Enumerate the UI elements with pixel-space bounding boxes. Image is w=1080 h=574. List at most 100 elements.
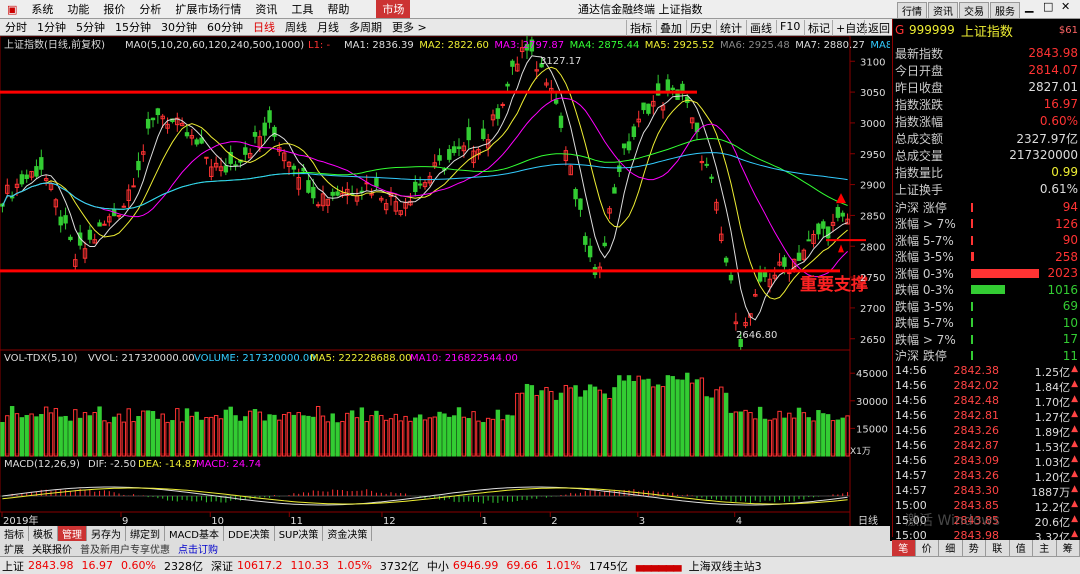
- tab-indicator[interactable]: 指标: [0, 526, 29, 541]
- tab-manage[interactable]: 管理: [58, 526, 87, 541]
- candle-body: [437, 155, 442, 161]
- volume-bar: [791, 417, 797, 457]
- sidebar-tab-button[interactable]: 笔: [892, 540, 916, 556]
- menu-item[interactable]: 系统: [31, 3, 54, 16]
- tick-arrow-icon: ▲: [1071, 469, 1078, 479]
- menu-item[interactable]: 资讯: [255, 3, 278, 16]
- tick-volume: 1.25亿: [1034, 366, 1071, 379]
- candle-body: [102, 223, 107, 226]
- maximize-icon[interactable]: □: [1043, 0, 1054, 13]
- volume-bar: [519, 392, 525, 457]
- menu-item[interactable]: 分析: [139, 3, 162, 16]
- vol-tick-label: 15000: [856, 424, 888, 435]
- period-tab[interactable]: 5分钟: [76, 21, 105, 34]
- volume-bar: [92, 411, 97, 457]
- overlay-button[interactable]: 叠加: [656, 20, 685, 36]
- breadth-value: 1016: [1047, 282, 1078, 297]
- volume-bar: [417, 414, 423, 457]
- stats-button[interactable]: 统计: [716, 20, 745, 36]
- tab-sup[interactable]: SUP决策: [275, 526, 324, 541]
- candle-body: [544, 82, 549, 86]
- promo-text: 普及新用户专享优惠: [80, 545, 170, 556]
- service-button[interactable]: 服务: [990, 2, 1020, 19]
- volume-bar: [209, 416, 214, 457]
- candle-body: [651, 100, 656, 107]
- f10-button[interactable]: F10: [776, 20, 803, 33]
- period-tab[interactable]: 1分钟: [37, 21, 66, 34]
- sidebar-tab-button[interactable]: 细: [939, 540, 963, 556]
- candle-body: [646, 103, 651, 114]
- status-sh-pct: 0.60%: [121, 559, 156, 572]
- period-tab[interactable]: 更多 >: [392, 21, 427, 34]
- period-tab[interactable]: 60分钟: [207, 21, 243, 34]
- sidebar-tab-button[interactable]: 主: [1033, 540, 1057, 556]
- tab-template[interactable]: 模板: [29, 526, 58, 541]
- news-button[interactable]: 资讯: [928, 2, 958, 19]
- kline-chart[interactable]: 上证指数(日线,前复权) MA0(5,10,20,60,120,240,500,…: [0, 36, 890, 532]
- close-icon[interactable]: ✕: [1061, 0, 1071, 13]
- tab-macd[interactable]: MACD基本: [165, 526, 224, 541]
- candle-body: [5, 184, 10, 194]
- app-logo[interactable]: ▣: [7, 2, 18, 16]
- candle-body: [311, 186, 316, 199]
- menu-item[interactable]: 帮助: [327, 3, 350, 16]
- candle-body: [510, 60, 515, 67]
- promo-link[interactable]: 点击订购: [178, 545, 218, 556]
- sidebar-tab-button[interactable]: 价: [916, 540, 939, 556]
- period-tab[interactable]: 15分钟: [115, 21, 151, 34]
- period-tab[interactable]: 月线: [317, 21, 339, 34]
- volume-bar: [495, 409, 501, 457]
- candle-body: [558, 115, 564, 128]
- volume-bar: [709, 397, 714, 457]
- sidebar-tab-button[interactable]: 势: [963, 540, 986, 556]
- period-tab[interactable]: 分时: [5, 21, 27, 34]
- sidebar-tab-button[interactable]: 筹: [1057, 540, 1080, 556]
- volume-bar: [685, 372, 690, 457]
- candle-body: [568, 165, 573, 176]
- menu-item[interactable]: 扩展市场行情: [175, 3, 242, 16]
- candle-body: [665, 79, 671, 93]
- tab-bind[interactable]: 绑定到: [126, 526, 165, 541]
- market-tab[interactable]: 市场: [376, 0, 411, 18]
- period-tab[interactable]: 多周期: [349, 21, 382, 34]
- ext-expand[interactable]: 扩展: [4, 545, 24, 556]
- menu-item[interactable]: 报价: [103, 3, 126, 16]
- candle-body: [209, 166, 214, 178]
- tab-save-as[interactable]: 另存为: [87, 526, 126, 541]
- ma-value: L1: -: [308, 40, 330, 51]
- volume-bar: [573, 385, 578, 457]
- period-tab[interactable]: 30分钟: [161, 21, 197, 34]
- ma-settings: MA0(5,10,20,60,120,240,500,1000): [125, 40, 304, 51]
- back-button[interactable]: 返回: [864, 20, 893, 36]
- candle-body: [24, 174, 29, 180]
- tick-row: 14:56 2843.26 1.89亿 ▲: [895, 424, 1078, 439]
- volume-bar: [806, 417, 811, 457]
- add-watchlist-button[interactable]: +自选: [832, 20, 870, 36]
- tab-dde[interactable]: DDE决策: [224, 526, 275, 541]
- sidebar-tab-button[interactable]: 值: [1010, 540, 1033, 556]
- menu-item[interactable]: 工具: [291, 3, 314, 16]
- tab-fund[interactable]: 资金决策: [323, 526, 373, 541]
- trade-button[interactable]: 交易: [959, 2, 989, 19]
- sidebar-tab-button[interactable]: 联: [986, 540, 1010, 556]
- ext-related[interactable]: 关联报价: [32, 545, 72, 556]
- menu-item[interactable]: 功能: [67, 3, 90, 16]
- volume-bar: [121, 421, 127, 457]
- time-tick-label: 11: [290, 516, 303, 527]
- history-button[interactable]: 历史: [686, 20, 715, 36]
- minimize-icon[interactable]: ▁: [1025, 0, 1034, 13]
- candle-body: [583, 236, 588, 245]
- period-tab[interactable]: 周线: [285, 21, 307, 34]
- quote-stat-row: 昨日收盘 2827.01: [895, 79, 1078, 95]
- candle-body: [825, 226, 831, 239]
- draw-button[interactable]: 画线: [746, 20, 775, 36]
- mark-button[interactable]: 标记: [804, 20, 833, 36]
- quote-button[interactable]: 行情: [897, 2, 927, 19]
- volume-bar: [835, 419, 841, 457]
- candle-body: [816, 223, 821, 235]
- volume-bar: [393, 413, 399, 457]
- period-tab-active[interactable]: 日线: [253, 21, 275, 34]
- candle-body: [175, 117, 180, 126]
- indicator-button[interactable]: 指标: [626, 20, 655, 36]
- quote-stat-row: 上证换手 0.61%: [895, 181, 1078, 197]
